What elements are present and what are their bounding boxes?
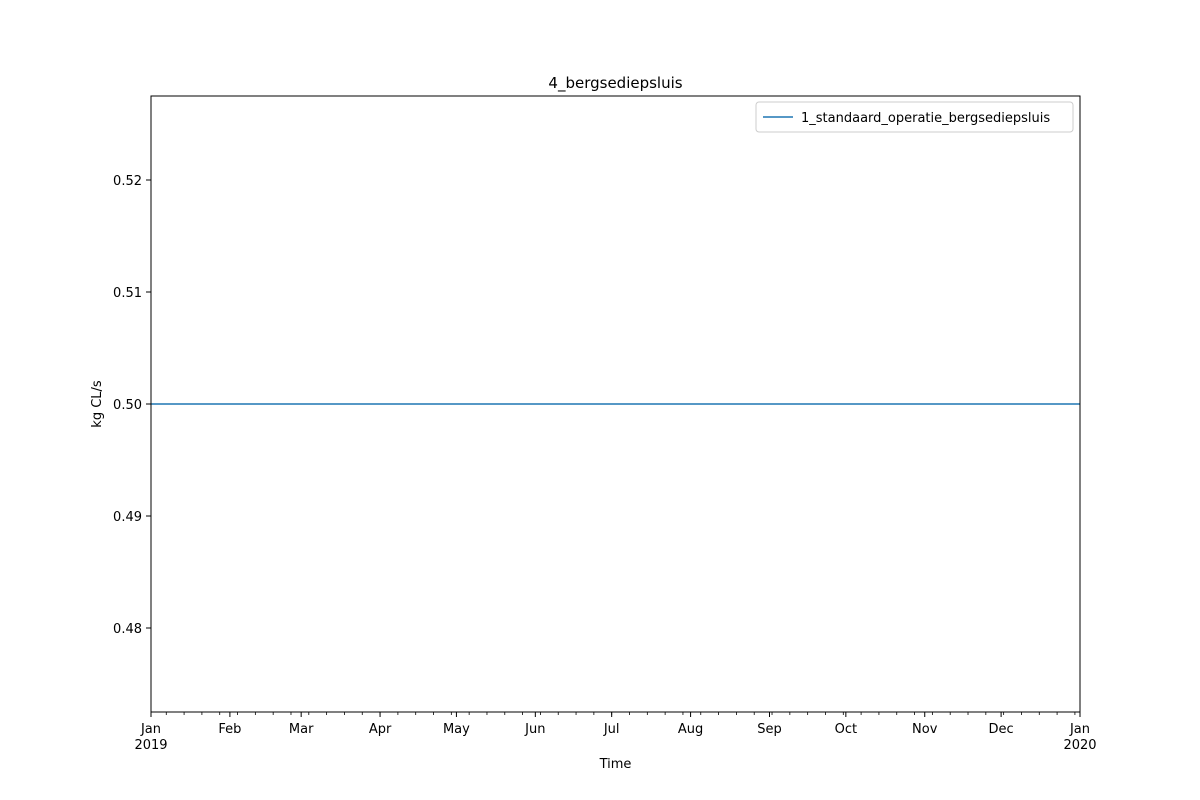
x-tick-label: Feb bbox=[218, 722, 241, 737]
x-tick-year-label: 2019 bbox=[134, 738, 167, 753]
x-tick-label: Sep bbox=[757, 722, 782, 737]
x-tick-label: Jun bbox=[524, 722, 545, 737]
y-tick-label: 0.50 bbox=[113, 398, 142, 413]
x-tick-label: Apr bbox=[369, 722, 392, 737]
y-tick-label: 0.49 bbox=[113, 510, 142, 525]
legend-entry-label: 1_standaard_operatie_bergsediepsluis bbox=[801, 111, 1050, 126]
x-tick-label: Oct bbox=[835, 722, 857, 737]
y-tick-label: 0.51 bbox=[113, 286, 142, 301]
x-tick-label: May bbox=[443, 722, 470, 737]
legend: 1_standaard_operatie_bergsediepsluis bbox=[755, 101, 1074, 133]
x-tick-label: Jan bbox=[1069, 722, 1090, 737]
x-tick-label: Aug bbox=[678, 722, 703, 737]
chart-title: 4_bergsediepsluis bbox=[548, 74, 682, 93]
y-axis: 0.48 0.49 0.50 0.51 0.52 bbox=[113, 174, 151, 637]
y-axis-label: kg CL/s bbox=[90, 380, 105, 428]
y-tick-label: 0.48 bbox=[113, 622, 142, 637]
y-tick-label: 0.52 bbox=[113, 174, 142, 189]
x-tick-label: Nov bbox=[912, 722, 938, 737]
x-tick-label: Jul bbox=[603, 722, 620, 737]
legend-box bbox=[755, 101, 1074, 133]
axes-frame bbox=[150, 95, 1081, 713]
x-axis-label: Time bbox=[599, 757, 632, 772]
x-tick-year-label: 2020 bbox=[1063, 738, 1096, 753]
x-tick-label: Mar bbox=[289, 722, 314, 737]
x-tick-label: Dec bbox=[989, 722, 1014, 737]
x-tick-label: Jan bbox=[140, 722, 161, 737]
